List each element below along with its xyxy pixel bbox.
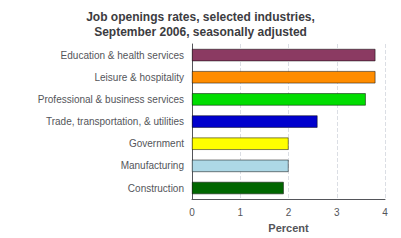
svg-text:September 2006, seasonally adj: September 2006, seasonally adjusted	[94, 25, 307, 39]
svg-text:Leisure & hospitality: Leisure & hospitality	[95, 72, 185, 83]
svg-text:Professional & business servic: Professional & business services	[38, 94, 184, 105]
svg-text:Government: Government	[129, 138, 184, 149]
svg-text:1: 1	[237, 207, 243, 218]
svg-text:Construction: Construction	[128, 183, 184, 194]
svg-text:0: 0	[189, 207, 195, 218]
svg-text:Job openings rates, selected i: Job openings rates, selected industries,	[86, 10, 315, 24]
svg-text:3: 3	[334, 207, 340, 218]
svg-text:Manufacturing: Manufacturing	[121, 160, 184, 171]
svg-text:Percent: Percent	[268, 222, 309, 234]
svg-text:Education & health services: Education & health services	[61, 50, 184, 61]
svg-text:4: 4	[382, 207, 388, 218]
svg-text:Trade, transportation, & utili: Trade, transportation, & utilities	[46, 116, 184, 127]
svg-text:2: 2	[286, 207, 292, 218]
